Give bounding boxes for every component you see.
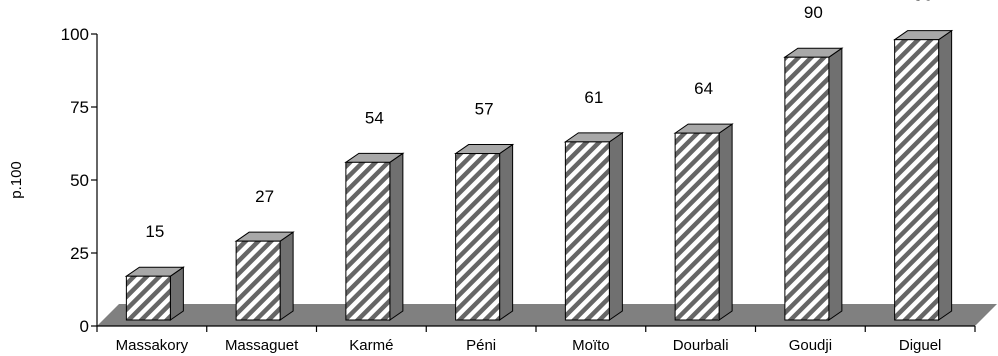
x-tick-label: Péni: [466, 337, 496, 354]
x-tick-label: Diguel: [899, 337, 942, 354]
data-label: 27: [255, 187, 274, 206]
bar-front: [455, 153, 501, 321]
x-tick-label: Massaguet: [225, 337, 299, 354]
y-axis: 0 25 50 75 100: [61, 25, 98, 336]
x-tick-label: Goudji: [789, 337, 832, 354]
x-tick-label: Moïto: [572, 337, 610, 354]
x-tick-label: Massakory: [116, 337, 189, 354]
bar: [783, 47, 844, 321]
bar-side: [828, 47, 843, 321]
y-axis-title: p.100: [8, 161, 25, 199]
bar: [454, 143, 515, 321]
data-label: 15: [145, 222, 164, 241]
data-label: 96: [914, 0, 933, 5]
bar: [673, 123, 734, 321]
bar-side: [389, 152, 404, 321]
bar-front: [674, 132, 720, 321]
bar-front: [235, 240, 281, 321]
y-tick-label: 0: [80, 317, 89, 336]
y-tick-label: 100: [61, 25, 89, 44]
bar-side: [718, 123, 733, 321]
y-tick-label: 75: [70, 98, 89, 117]
bar: [893, 29, 954, 321]
bar: [234, 231, 295, 321]
data-label: 61: [584, 88, 603, 107]
bar-front: [894, 39, 940, 321]
bar: [344, 152, 405, 321]
data-label: 90: [804, 3, 823, 22]
bar-side: [938, 29, 953, 321]
x-tick-label: Karmé: [349, 337, 393, 354]
bars-group: [124, 29, 954, 321]
x-tick-label: Dourbali: [673, 337, 729, 354]
bar: [124, 266, 185, 321]
bar-side: [499, 143, 514, 321]
data-label: 57: [475, 100, 494, 119]
bar-front: [345, 161, 391, 321]
y-tick-label: 25: [70, 244, 89, 263]
bar-side: [279, 231, 294, 321]
bar-front: [125, 275, 171, 321]
data-label: 54: [365, 108, 384, 127]
x-axis: Massakory Massaguet Karmé Péni Moïto Dourbali…: [96, 325, 976, 354]
bar-front: [784, 56, 830, 321]
data-labels-group: 15 27 54 57 61 64 90 96: [145, 0, 932, 241]
y-tick-label: 50: [70, 171, 89, 190]
bar: [563, 131, 624, 321]
data-label: 64: [694, 79, 713, 98]
bar-front: [564, 141, 610, 321]
chart-floor: [97, 304, 997, 326]
bar-side: [608, 131, 623, 321]
